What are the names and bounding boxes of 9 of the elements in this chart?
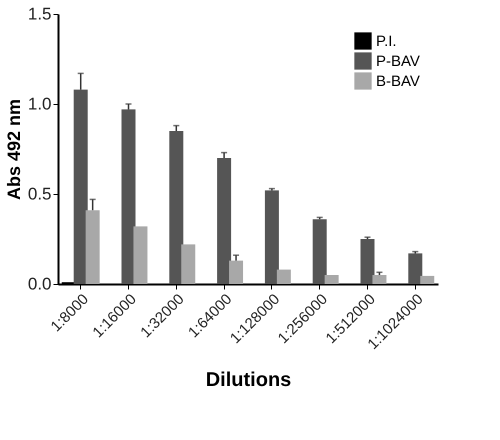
- y-tick-label: 1.0: [28, 94, 52, 114]
- y-tick-label: 1.5: [28, 4, 52, 24]
- y-tick-label: 0.0: [28, 274, 52, 294]
- y-axis-title: Abs 492 nm: [4, 98, 24, 200]
- legend-label: P-BAV: [376, 53, 420, 70]
- legend-label: B-BAV: [376, 73, 420, 90]
- x-axis-title: Dilutions: [206, 369, 292, 392]
- legend-label: P.I.: [376, 33, 397, 50]
- y-tick-label: 0.5: [28, 184, 52, 204]
